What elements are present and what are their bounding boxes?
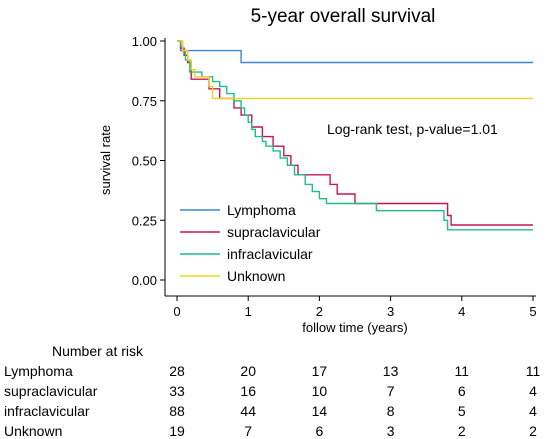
risk-value: 88 xyxy=(169,403,185,419)
risk-value: 5 xyxy=(458,403,466,419)
y-axis-label: survival rate xyxy=(98,125,113,195)
logrank-annotation: Log-rank test, p-value=1.01 xyxy=(327,121,498,137)
risk-value: 17 xyxy=(312,363,328,379)
risk-value: 2 xyxy=(458,423,466,439)
risk-table: Number at risk Lymphoma 28 20 17 13 11 11supra… xyxy=(4,343,540,439)
x-tick-label: 3 xyxy=(387,304,394,319)
risk-value: 4 xyxy=(529,403,537,419)
y-axis-ticks: 0.00 0.25 0.50 0.75 1.00 xyxy=(132,34,165,288)
x-tick-label: 5 xyxy=(529,304,536,319)
risk-value: 44 xyxy=(240,403,256,419)
risk-value: 6 xyxy=(458,383,466,399)
risk-row-label: supraclavicular xyxy=(4,383,98,399)
x-tick-label: 1 xyxy=(245,304,252,319)
risk-table-title: Number at risk xyxy=(52,343,144,359)
risk-value: 7 xyxy=(244,423,252,439)
legend-entry: supraclavicular xyxy=(227,224,321,240)
x-tick-label: 2 xyxy=(316,304,323,319)
risk-value: 13 xyxy=(383,363,399,379)
risk-value: 14 xyxy=(312,403,328,419)
y-tick-label: 0.75 xyxy=(132,94,157,109)
risk-value: 2 xyxy=(529,423,537,439)
chart-title: 5-year overall survival xyxy=(251,6,436,27)
risk-row-label: Lymphoma xyxy=(4,363,73,379)
risk-value: 11 xyxy=(526,363,541,379)
risk-row-label: infraclavicular xyxy=(4,403,90,419)
risk-value: 33 xyxy=(169,383,185,399)
risk-value: 28 xyxy=(169,363,185,379)
risk-value: 16 xyxy=(240,383,256,399)
risk-value: 7 xyxy=(387,383,395,399)
risk-value: 11 xyxy=(455,363,470,379)
legend-entry: Lymphoma xyxy=(227,202,296,218)
risk-row-label: Unknown xyxy=(4,423,62,439)
x-axis-ticks: 0 1 2 3 4 5 xyxy=(173,296,537,319)
risk-value: 6 xyxy=(316,423,324,439)
series-line-lymphoma xyxy=(177,40,533,64)
x-tick-label: 0 xyxy=(173,304,180,319)
risk-value: 19 xyxy=(169,423,185,439)
x-axis-label: follow time (years) xyxy=(302,320,407,335)
series-line-unknown xyxy=(177,40,533,100)
risk-value: 20 xyxy=(240,363,256,379)
risk-value: 3 xyxy=(387,423,395,439)
legend-entry: infraclavicular xyxy=(227,246,313,262)
risk-value: 8 xyxy=(387,403,395,419)
y-tick-label: 0.00 xyxy=(132,273,157,288)
y-tick-label: 0.25 xyxy=(132,213,157,228)
x-tick-label: 4 xyxy=(458,304,465,319)
risk-value: 4 xyxy=(529,383,537,399)
legend: Lymphoma supraclavicular infraclavicular Un… xyxy=(180,202,321,284)
series-line-infraclavicular xyxy=(177,40,533,231)
y-tick-label: 1.00 xyxy=(132,34,157,49)
series-layer xyxy=(177,40,533,231)
legend-entry: Unknown xyxy=(227,268,285,284)
risk-value: 10 xyxy=(312,383,328,399)
y-tick-label: 0.50 xyxy=(132,154,157,169)
